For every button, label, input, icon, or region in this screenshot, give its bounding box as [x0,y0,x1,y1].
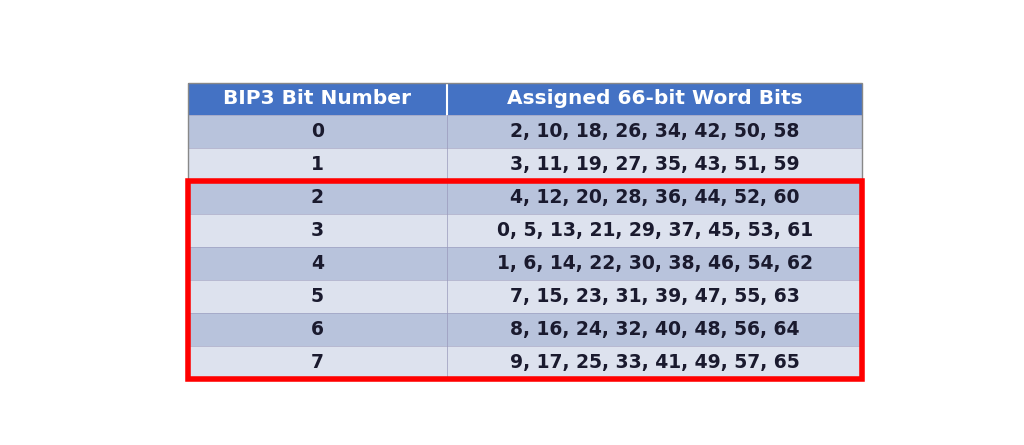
Text: 1: 1 [311,155,324,174]
Text: 2: 2 [311,188,324,207]
Bar [187,115,862,148]
Text: 4, 12, 20, 28, 36, 44, 52, 60: 4, 12, 20, 28, 36, 44, 52, 60 [510,188,800,207]
Text: 0, 5, 13, 21, 29, 37, 45, 53, 61: 0, 5, 13, 21, 29, 37, 45, 53, 61 [497,221,813,240]
Text: Assigned 66-bit Word Bits: Assigned 66-bit Word Bits [507,89,803,109]
Text: 2, 10, 18, 26, 34, 42, 50, 58: 2, 10, 18, 26, 34, 42, 50, 58 [510,122,800,142]
Bar [187,82,862,379]
Bar [187,148,862,181]
Text: 3, 11, 19, 27, 35, 43, 51, 59: 3, 11, 19, 27, 35, 43, 51, 59 [510,155,800,174]
Bar [187,346,862,379]
Bar [187,214,862,247]
Bar [187,82,862,115]
Text: 7: 7 [311,353,324,372]
Text: 5: 5 [311,287,324,306]
Bar [187,181,862,379]
Bar [187,247,862,280]
Text: 6: 6 [311,320,324,339]
Bar [187,181,862,214]
Text: 7, 15, 23, 31, 39, 47, 55, 63: 7, 15, 23, 31, 39, 47, 55, 63 [510,287,800,306]
Text: 3: 3 [311,221,324,240]
Text: 4: 4 [311,254,324,273]
Bar [187,313,862,346]
Text: 0: 0 [311,122,324,142]
Text: 8, 16, 24, 32, 40, 48, 56, 64: 8, 16, 24, 32, 40, 48, 56, 64 [510,320,800,339]
Text: 9, 17, 25, 33, 41, 49, 57, 65: 9, 17, 25, 33, 41, 49, 57, 65 [510,353,800,372]
Bar [187,280,862,313]
Text: 1, 6, 14, 22, 30, 38, 46, 54, 62: 1, 6, 14, 22, 30, 38, 46, 54, 62 [497,254,813,273]
Text: BIP3 Bit Number: BIP3 Bit Number [223,89,412,109]
